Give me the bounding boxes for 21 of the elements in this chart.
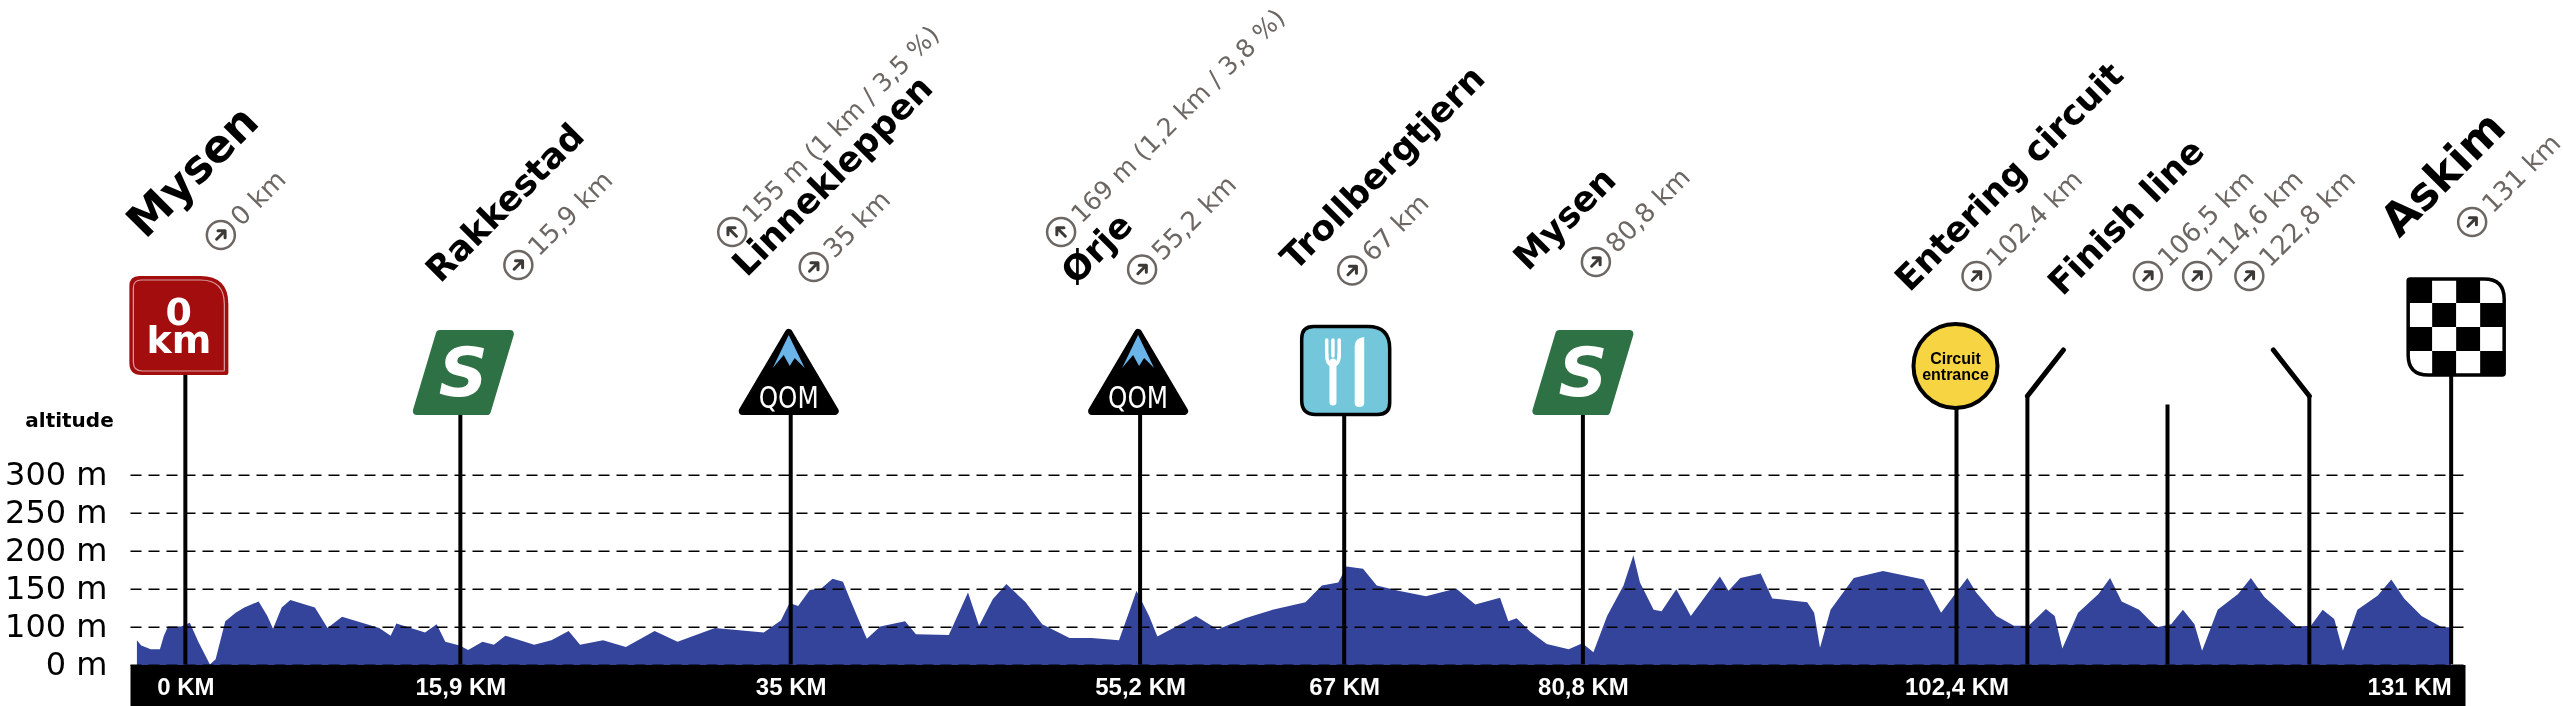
text: QOM (1108, 380, 1182, 415)
y-axis-title: altitude (25, 407, 114, 432)
x-tick-label: 35 KM (755, 672, 827, 700)
x-tick-label: 0 KM (157, 672, 215, 700)
x-tick-label: 131 KM (2367, 672, 2452, 700)
text: S (438, 333, 488, 412)
text: S (1558, 333, 1608, 412)
y-tick-label: 100 m (5, 607, 108, 646)
y-tick-label: 300 m (5, 455, 108, 494)
x-tick-label: 80,8 KM (1538, 672, 1629, 700)
y-tick-label: 150 m (5, 569, 108, 608)
text: QOM (758, 380, 832, 415)
text: 0 km (146, 290, 212, 362)
y-tick-label: 0 m (45, 645, 108, 683)
x-tick-label: 55,2 KM (1095, 672, 1186, 700)
y-tick-label: 250 m (5, 493, 108, 532)
y-tick-label: 200 m (5, 531, 108, 570)
x-tick-label: 67 KM (1309, 672, 1381, 700)
x-tick-label: 15,9 KM (415, 672, 507, 700)
x-tick-label: 102,4 KM (1904, 672, 2010, 700)
text: Circuit entrance (1922, 350, 1989, 383)
